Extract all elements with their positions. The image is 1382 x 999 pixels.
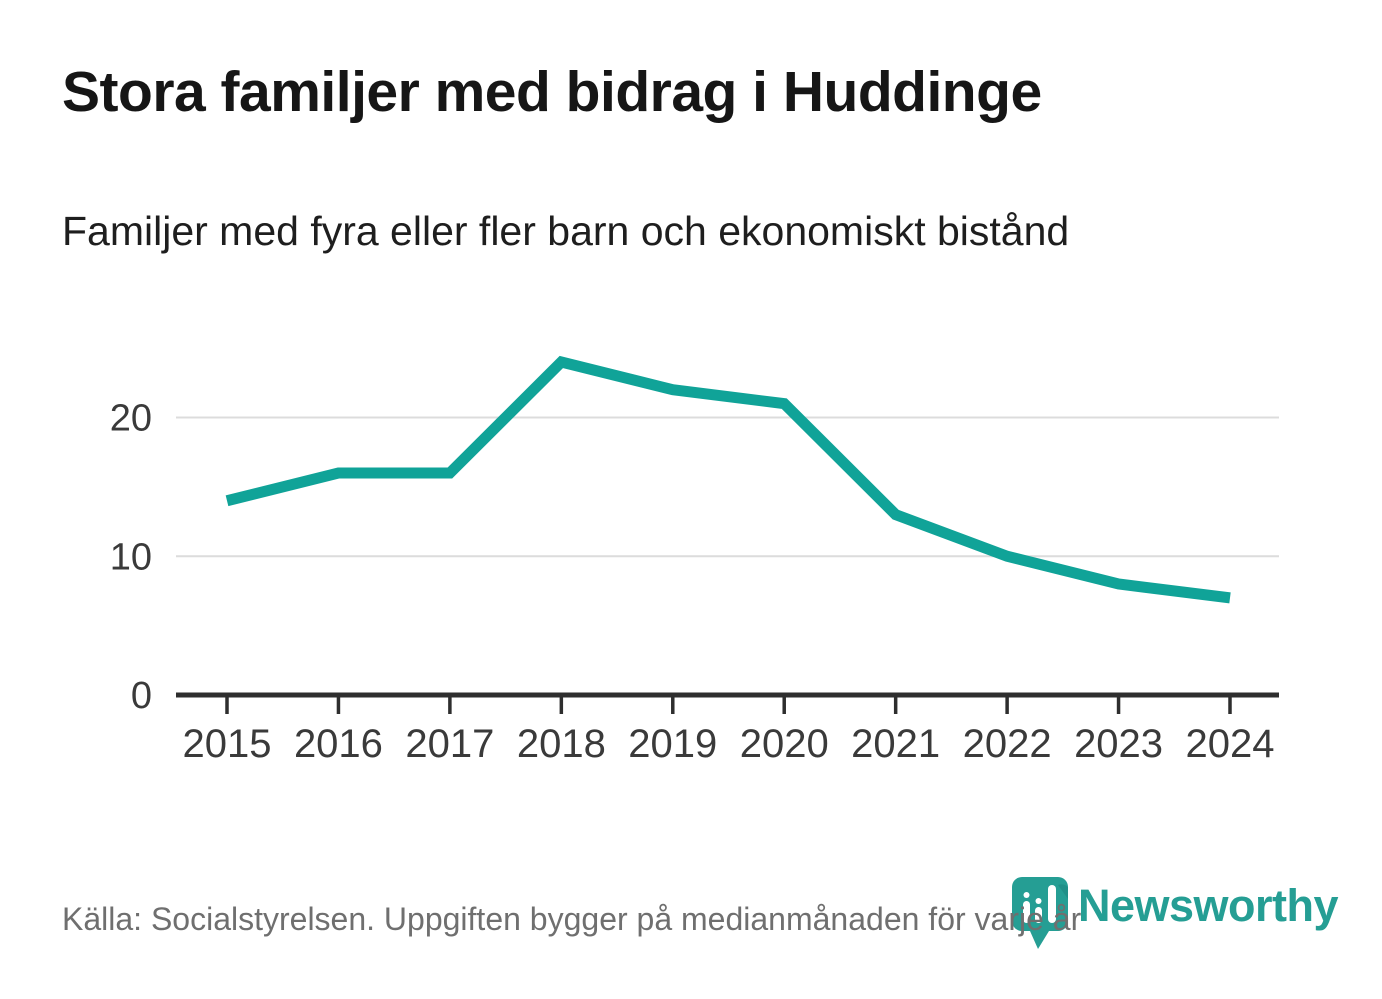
logo-pin-shade	[1058, 884, 1068, 899]
logo-bar-small	[1023, 901, 1030, 923]
x-tick-label-2018: 2018	[517, 722, 606, 766]
logo-bar-medium	[1035, 907, 1042, 923]
x-tick-label-2017: 2017	[405, 722, 494, 766]
x-tick-label-2021: 2021	[851, 722, 940, 766]
y-tick-label-0: 0	[131, 675, 152, 717]
y-tick-label-20: 20	[110, 398, 152, 440]
chart-subtitle: Familjer med fyra eller fler barn och ek…	[62, 208, 1070, 254]
logo-dot-1	[1023, 892, 1030, 898]
data-line-0	[225, 355, 1231, 604]
x-tick-label-2023: 2023	[1074, 722, 1163, 766]
x-tick-label-2024: 2024	[1186, 722, 1275, 766]
x-tick-label-2015: 2015	[183, 722, 272, 766]
newsworthy-logo-wordmark: Newsworthy	[1078, 880, 1339, 931]
y-tick-label-10: 10	[110, 536, 152, 578]
logo-bar-tall	[1048, 885, 1056, 923]
x-tick-label-2016: 2016	[294, 722, 383, 766]
newsworthy-logo-icon	[1012, 877, 1068, 949]
chart-title: Stora familjer med bidrag i Huddinge	[62, 60, 1042, 124]
source-attribution: Källa: Socialstyrelsen. Uppgiften bygger…	[62, 901, 1082, 937]
logo-dot-2	[1035, 898, 1042, 904]
x-tick-label-2019: 2019	[628, 722, 717, 766]
x-tick-label-2022: 2022	[963, 722, 1052, 766]
x-tick-label-2020: 2020	[740, 722, 829, 766]
